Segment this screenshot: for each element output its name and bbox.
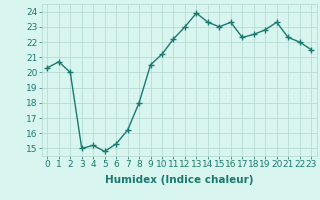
X-axis label: Humidex (Indice chaleur): Humidex (Indice chaleur) [105,175,253,185]
